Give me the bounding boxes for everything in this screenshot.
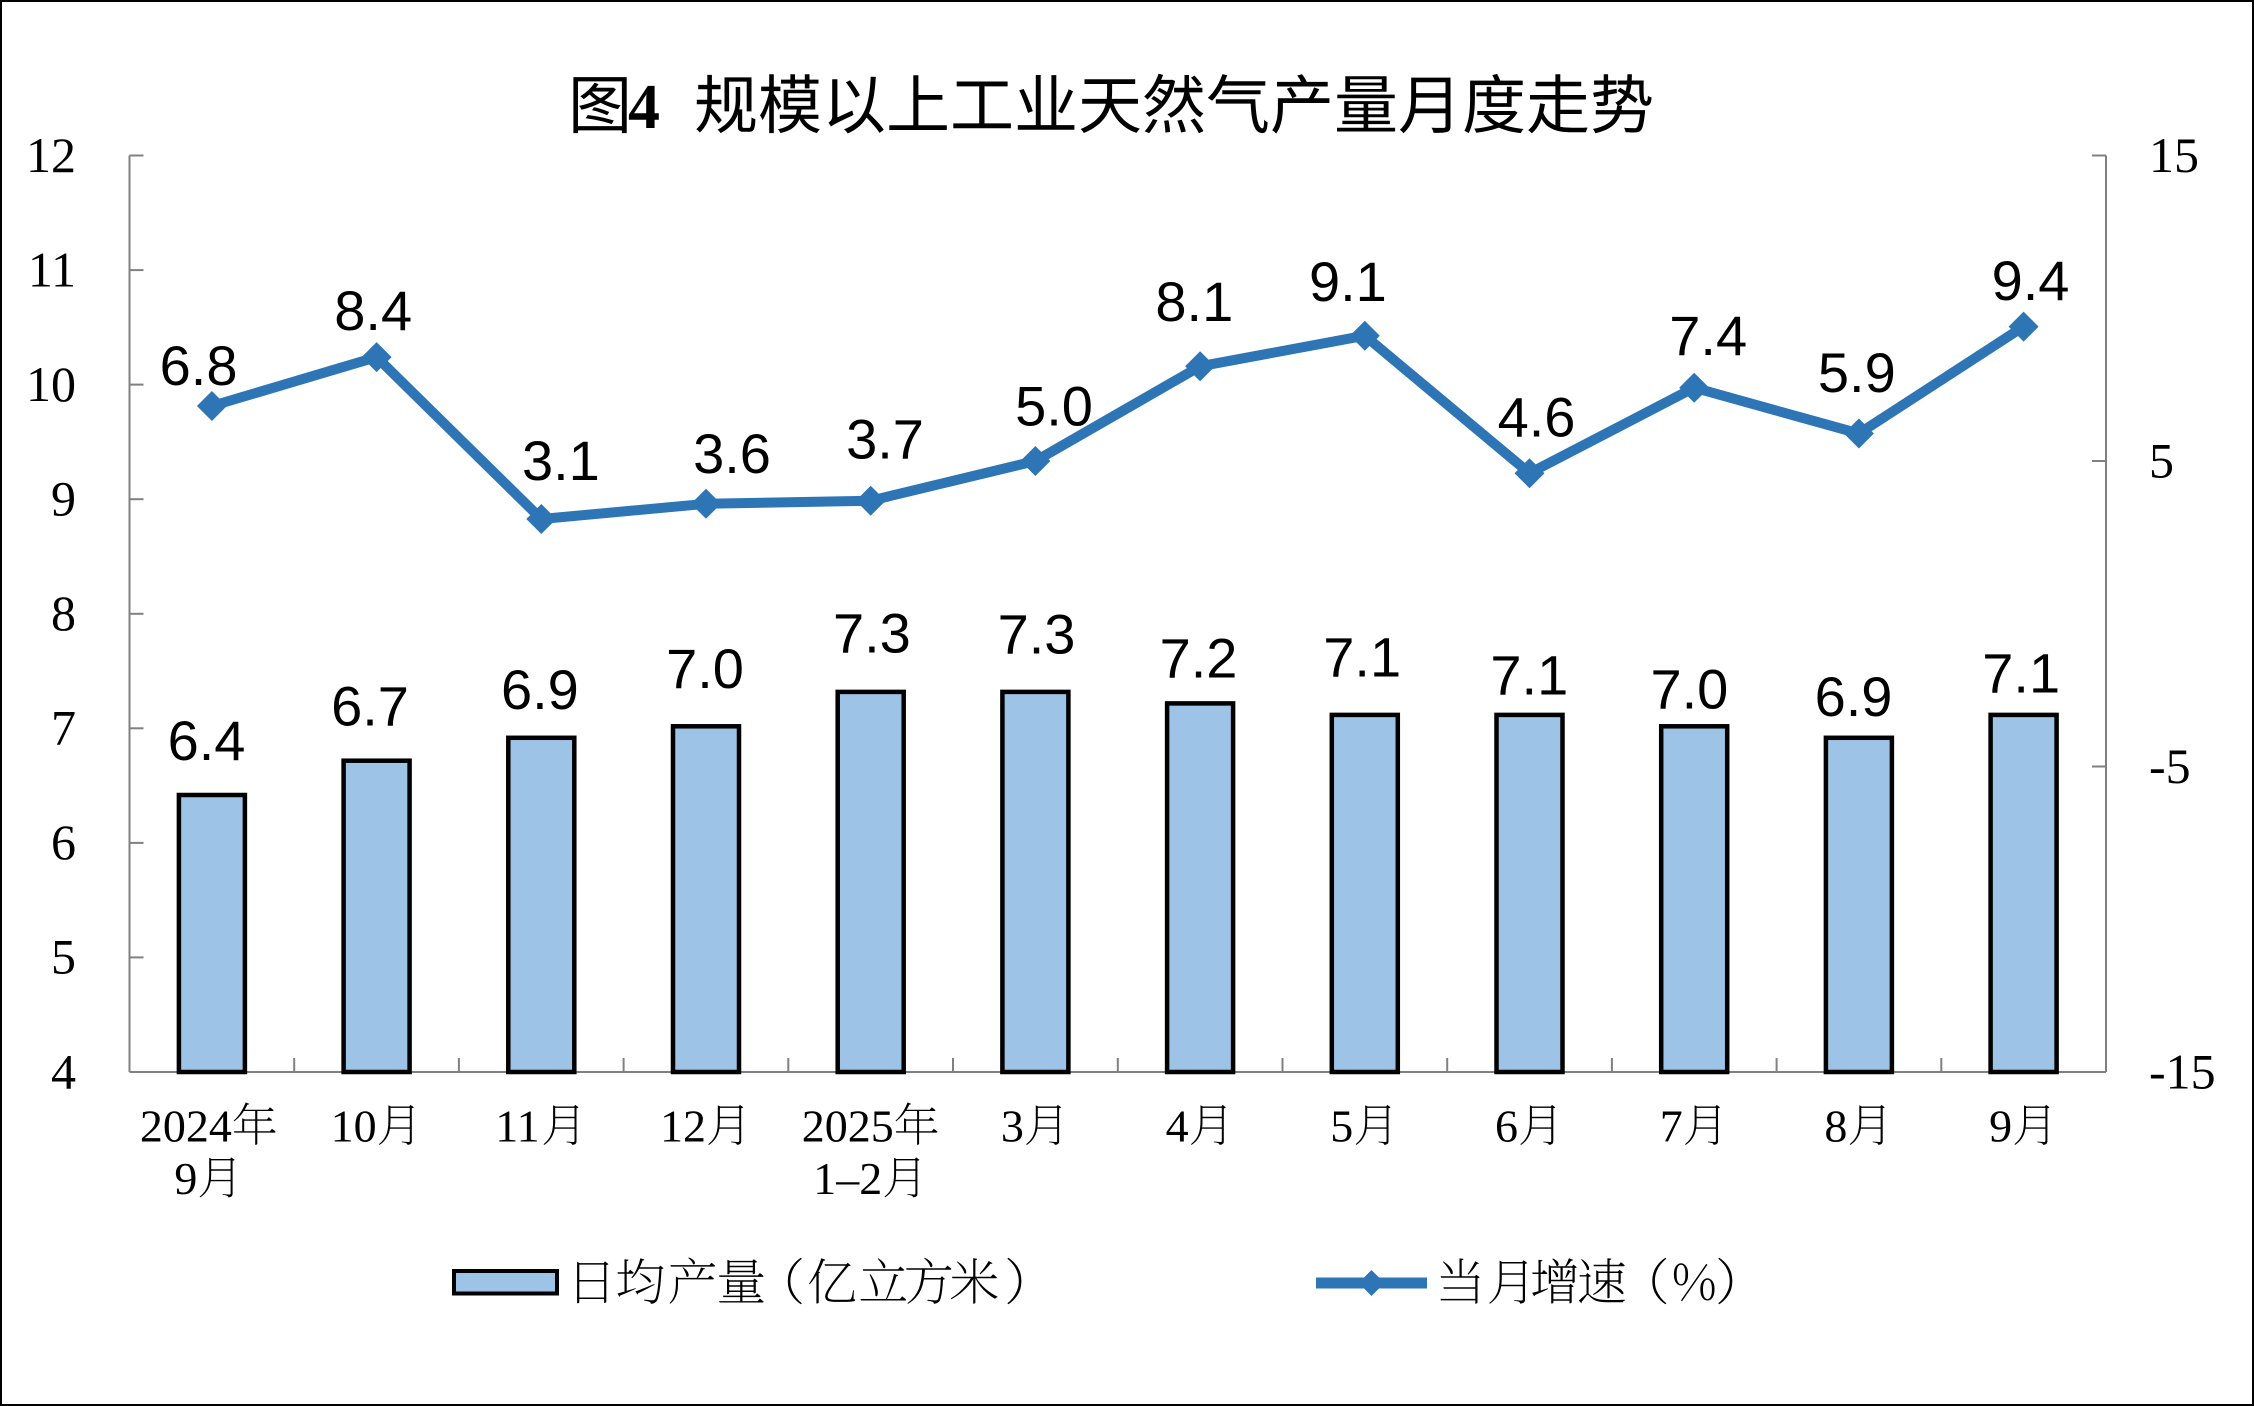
svg-text:5: 5 [2149, 432, 2174, 488]
svg-text:1–2: 1–2 [813, 1153, 882, 1204]
svg-text:6: 6 [51, 814, 76, 870]
svg-text:8.1: 8.1 [1155, 270, 1233, 333]
svg-text:5: 5 [51, 929, 76, 985]
svg-text:-15: -15 [2149, 1043, 2216, 1099]
svg-text:10: 10 [331, 1101, 377, 1152]
svg-text:6.4: 6.4 [168, 709, 246, 772]
svg-text:4.6: 4.6 [1498, 385, 1576, 448]
svg-text:7.1: 7.1 [1982, 642, 2060, 705]
svg-text:9: 9 [1989, 1101, 2012, 1152]
svg-text:7.1: 7.1 [1323, 626, 1401, 689]
svg-text:2025: 2025 [802, 1101, 894, 1152]
svg-text:4: 4 [51, 1043, 76, 1099]
svg-text:2024: 2024 [140, 1101, 232, 1152]
svg-text:9: 9 [51, 471, 76, 527]
svg-text:6.9: 6.9 [1815, 665, 1893, 728]
svg-text:3.6: 3.6 [693, 422, 771, 485]
svg-text:7.0: 7.0 [666, 637, 744, 700]
svg-text:12: 12 [26, 127, 76, 183]
svg-text:7.4: 7.4 [1669, 304, 1747, 367]
svg-text:3.7: 3.7 [846, 407, 924, 470]
svg-text:8: 8 [1824, 1101, 1847, 1152]
svg-text:5: 5 [1330, 1101, 1353, 1152]
svg-text:3.1: 3.1 [522, 429, 600, 492]
svg-text:9.1: 9.1 [1309, 250, 1387, 313]
svg-text:4: 4 [1166, 1101, 1189, 1152]
svg-text:11: 11 [28, 241, 76, 297]
svg-text:6.8: 6.8 [160, 334, 238, 397]
svg-text:8: 8 [51, 585, 76, 641]
svg-text:5.9: 5.9 [1818, 341, 1896, 404]
svg-text:10: 10 [26, 356, 76, 412]
svg-text:9.4: 9.4 [1992, 249, 2070, 312]
svg-text:7.2: 7.2 [1160, 627, 1238, 690]
svg-text:15: 15 [2149, 127, 2199, 183]
svg-text:12: 12 [660, 1101, 706, 1152]
svg-text:7: 7 [51, 700, 76, 756]
svg-text:11: 11 [495, 1101, 539, 1152]
svg-text:6: 6 [1495, 1101, 1518, 1152]
svg-text:6.9: 6.9 [501, 658, 579, 721]
svg-text:7: 7 [1660, 1101, 1683, 1152]
svg-text:7.3: 7.3 [998, 602, 1076, 665]
svg-text:6.7: 6.7 [331, 674, 409, 737]
svg-text:5.0: 5.0 [1015, 375, 1093, 438]
svg-text:7.0: 7.0 [1650, 657, 1728, 720]
svg-text:-5: -5 [2149, 738, 2191, 794]
svg-text:9: 9 [174, 1153, 197, 1204]
svg-text:3: 3 [1001, 1101, 1024, 1152]
svg-text:7.1: 7.1 [1490, 644, 1568, 707]
svg-text:7.3: 7.3 [833, 602, 911, 665]
svg-text:8.4: 8.4 [334, 279, 412, 342]
